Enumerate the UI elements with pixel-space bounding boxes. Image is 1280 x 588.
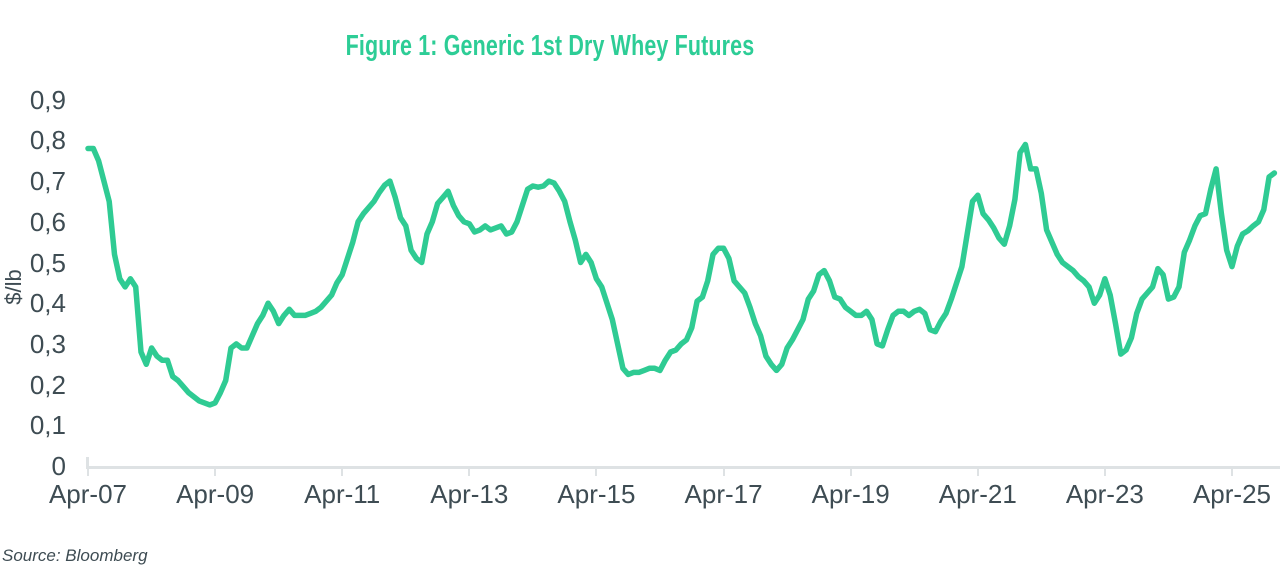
x-axis-tick-label: Apr-21 — [938, 479, 1017, 509]
x-axis-tick-label: Apr-23 — [1065, 479, 1144, 509]
x-axis-tick — [976, 466, 979, 476]
y-axis-tick-label: 0,6 — [29, 206, 66, 237]
y-axis-tick-label: 0,9 — [29, 84, 66, 115]
x-axis-tick — [1230, 466, 1233, 476]
chart-title: Figure 1: Generic 1st Dry Whey Futures — [345, 30, 755, 62]
y-axis-tick-label: 0,8 — [29, 125, 66, 156]
x-axis-tick-label: Apr-11 — [304, 479, 381, 509]
y-axis-tick-label: 0,5 — [29, 247, 66, 278]
x-axis-tick — [214, 466, 217, 476]
price-line-series — [85, 141, 1278, 408]
y-axis-tick-label: 0,4 — [29, 288, 66, 319]
y-axis-tick-label: 0 — [51, 451, 66, 481]
x-axis-tick-label: Apr-19 — [811, 479, 890, 509]
x-axis-start-tick — [86, 457, 89, 469]
x-axis-tick — [849, 466, 852, 476]
x-axis-tick — [595, 466, 598, 476]
y-axis-tick-label: 0,1 — [29, 410, 66, 441]
x-axis-tick-label: Apr-15 — [557, 479, 636, 509]
x-axis-tick — [1103, 466, 1106, 476]
x-axis-tick-label: Apr-09 — [176, 479, 255, 509]
x-axis-line — [86, 466, 1280, 469]
x-axis-tick-label: Apr-07 — [48, 479, 128, 509]
x-axis-tick — [87, 466, 89, 476]
x-axis-tick — [341, 466, 344, 476]
x-axis-tick-label: Apr-17 — [684, 479, 763, 509]
x-axis-tick-label: Apr-25 — [1192, 479, 1271, 509]
source-caption: Source: Bloomberg — [2, 546, 148, 565]
x-axis-tick — [468, 466, 471, 476]
y-axis-tick-label: 0,7 — [29, 166, 66, 197]
x-axis-tick-label: Apr-13 — [430, 479, 509, 509]
y-axis-tick-label: 0,2 — [29, 369, 66, 400]
y-axis-tick-label: 0,3 — [29, 328, 66, 359]
x-axis-tick — [722, 466, 725, 476]
